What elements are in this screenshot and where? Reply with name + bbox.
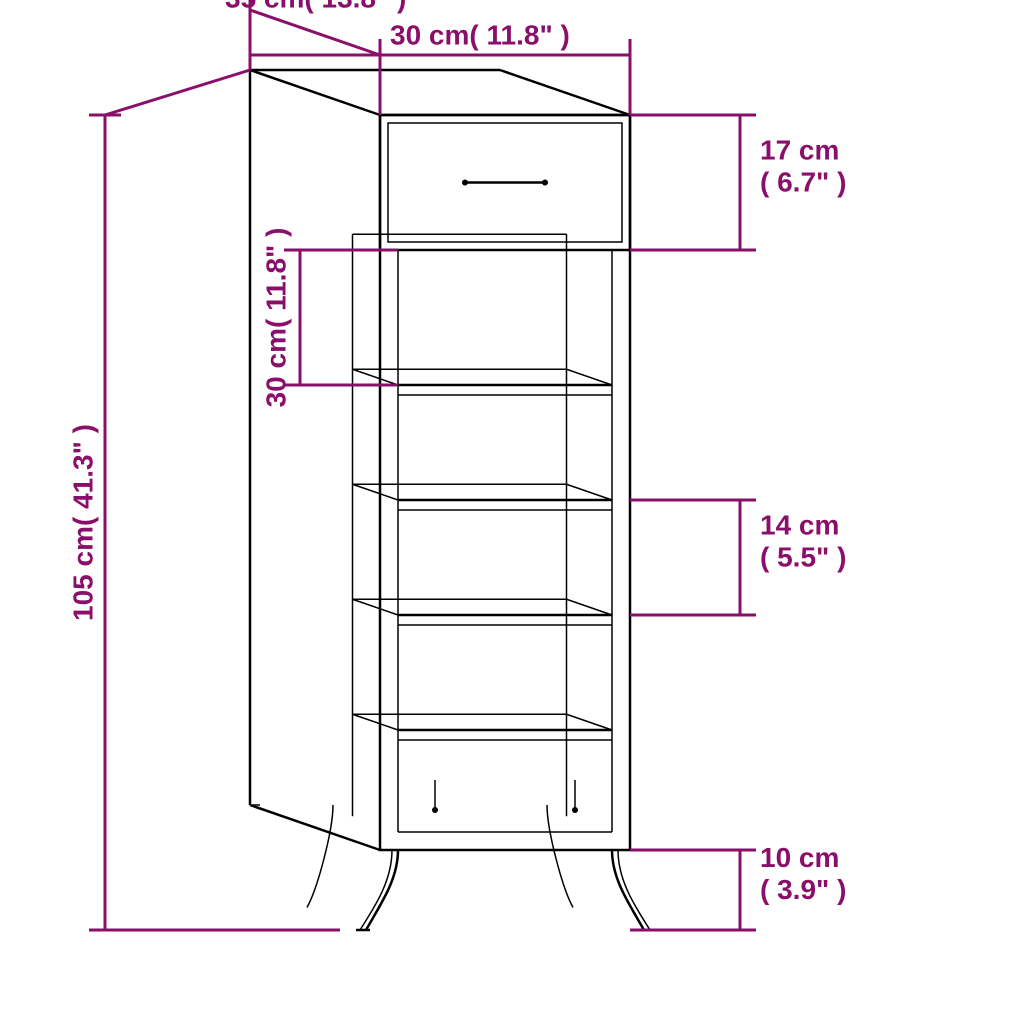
label-drawer-h: 17 cm( 6.7" ): [760, 135, 846, 198]
dimension-lines: [89, 0, 756, 930]
label-depth: 35 cm( 13.8" ): [225, 0, 406, 13]
label-total-height: 105 cm( 41.3" ): [67, 424, 98, 621]
label-leg-h: 10 cm( 3.9" ): [760, 842, 846, 905]
label-width: 30 cm( 11.8" ): [390, 19, 570, 50]
label-shelf-gap: 14 cm( 5.5" ): [760, 510, 846, 573]
label-top-opening: 30 cm( 11.8" ): [260, 228, 291, 408]
cabinet-drawing: [250, 70, 654, 930]
